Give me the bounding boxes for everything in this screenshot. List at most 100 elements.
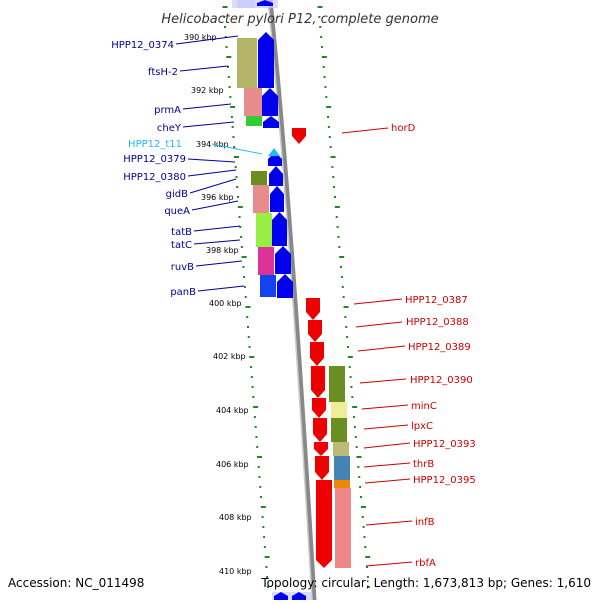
gene-label-ruvB[interactable]: ruvB [171,262,194,273]
gene-label-cheY[interactable]: cheY [157,123,182,134]
tick-mark [257,466,260,468]
tick-mark [355,446,358,448]
gene-label-rbfA[interactable]: rbfA [415,558,436,569]
tick-mark [243,276,246,278]
minus-strand-gene[interactable] [292,128,306,144]
tick-mark [327,126,330,128]
gene-label-panB[interactable]: panB [170,287,196,298]
tick-mark [325,96,328,98]
tick-mark [255,436,258,438]
gene-label-HPP12_0393[interactable]: HPP12_0393 [413,439,476,450]
plus-strand-gene[interactable] [274,592,288,600]
plus-strand-gene[interactable] [292,592,306,600]
gene-label-HPP12_t11[interactable]: HPP12_t11 [128,139,182,150]
minus-strand-gene[interactable] [310,342,324,366]
tick-mark [231,126,234,128]
plus-strand-gene[interactable] [258,32,274,88]
ruler-label-406: 406 kbp [216,460,249,469]
gene-label-prmA[interactable]: prmA [154,105,181,116]
tick-mark [241,256,247,258]
tick-mark [364,546,367,548]
tick-mark [367,586,370,588]
tick-mark [227,76,230,78]
gene-label-HPP12_0379[interactable]: HPP12_0379 [123,154,186,165]
tick-mark [342,296,345,298]
tick-mark [361,516,364,518]
tick-mark [232,136,235,138]
gene-label-lpxC[interactable]: lpxC [411,421,433,432]
ruler-label-390: 390 kbp [184,33,217,42]
plus-strand-gene[interactable] [272,212,287,246]
minus-strand-gene[interactable] [316,480,332,568]
gene-label-HPP12_0380[interactable]: HPP12_0380 [123,172,186,183]
tick-mark [226,56,232,58]
gene-label-infB[interactable]: infB [415,517,435,528]
tick-mark [243,286,246,288]
gene-label-queA[interactable]: queA [164,206,190,217]
gene-label-thrB[interactable]: thrB [413,459,434,470]
tick-mark [322,66,325,68]
tick-mark [238,216,241,218]
gene-label-minC[interactable]: minC [411,401,437,412]
trna-feature[interactable] [268,148,280,156]
ruler-label-402: 402 kbp [213,352,246,361]
right-tick-track [317,6,371,588]
gene-label-HPP12_0388[interactable]: HPP12_0388 [406,317,469,328]
gene-label-HPP12_0387[interactable]: HPP12_0387 [405,295,468,306]
tick-mark [326,106,332,108]
tick-mark [253,416,256,418]
plus-strand-gene[interactable] [269,166,283,186]
gene-label-tatB[interactable]: tatB [171,227,192,238]
minus-strand-gene[interactable] [311,366,325,398]
plus-strand-gene[interactable] [275,246,291,274]
gene-label-HPP12_0390[interactable]: HPP12_0390 [410,375,473,386]
tick-mark [317,6,323,8]
tick-mark [228,86,231,88]
ruler-label-396: 396 kbp [201,193,234,202]
tick-mark [233,156,239,158]
plus-strand-gene[interactable] [270,186,284,212]
tick-mark [362,526,365,528]
plus-strand-gene[interactable] [262,88,278,116]
minus-strand-gene[interactable] [314,442,328,456]
minus-strand-gene[interactable] [313,418,327,442]
plus-strand-gene[interactable] [257,0,273,6]
gene-label-HPP12_0374[interactable]: HPP12_0374 [111,40,174,51]
ruler-label-400: 400 kbp [209,299,242,308]
tick-mark [222,6,228,8]
minus-strand-gene[interactable] [312,398,326,418]
tick-mark [366,576,369,578]
tick-mark [250,376,253,378]
gene-label-horD[interactable]: horD [391,123,416,134]
tick-mark [357,466,360,468]
tick-mark [366,566,369,568]
minus-strand-gene[interactable] [315,456,329,480]
tick-mark [258,476,261,478]
tick-mark [363,536,366,538]
tick-mark [329,146,332,148]
cog-column-left [237,0,276,297]
tick-mark [359,486,362,488]
tick-mark [351,396,354,398]
minus-strand-gene[interactable] [306,298,320,320]
gene-label-HPP12_0395[interactable]: HPP12_0395 [413,475,476,486]
tick-mark [253,406,259,408]
tick-mark [263,546,266,548]
tick-mark [318,16,321,18]
ruler-label-404: 404 kbp [216,406,249,415]
tick-mark [333,196,336,198]
gene-label-gidB[interactable]: gidB [166,189,188,200]
plus-strand-gene[interactable] [277,274,293,298]
gene-label-ftsH-2[interactable]: ftsH-2 [148,67,178,78]
gene-label-HPP12_0389[interactable]: HPP12_0389 [408,342,471,353]
tick-mark [248,346,251,348]
tick-mark [344,316,347,318]
gene-label-tatC[interactable]: tatC [171,240,192,251]
tick-mark [245,306,251,308]
tick-mark [320,36,323,38]
plus-strand-gene[interactable] [263,116,279,128]
tick-mark [237,196,240,198]
tick-mark [266,586,269,588]
minus-strand-gene[interactable] [308,320,322,342]
